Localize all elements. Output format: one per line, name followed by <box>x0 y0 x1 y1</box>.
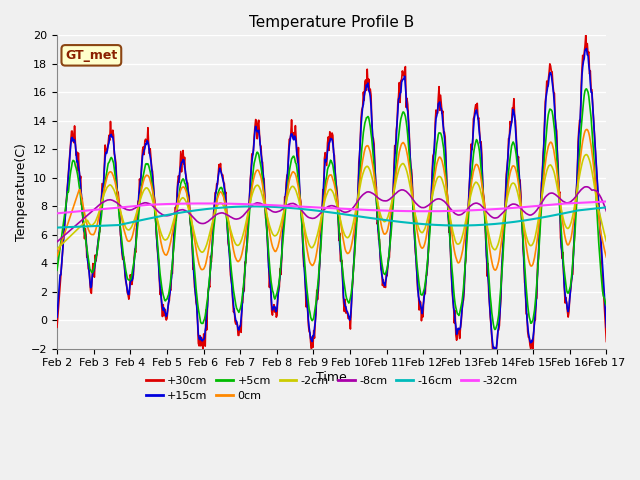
+5cm <box>63 194 71 200</box>
+15cm <box>53 314 61 320</box>
+5cm <box>602 302 610 308</box>
-2cm <box>602 239 610 244</box>
-8cm <box>204 218 212 224</box>
+30cm <box>415 307 423 313</box>
+30cm <box>399 72 407 78</box>
-32cm <box>53 210 61 216</box>
+30cm <box>63 190 71 196</box>
-16cm <box>53 225 61 230</box>
0cm <box>175 192 183 198</box>
-32cm <box>415 208 422 214</box>
+15cm <box>602 324 610 330</box>
-8cm <box>63 230 71 236</box>
-16cm <box>415 221 423 227</box>
-8cm <box>582 184 590 190</box>
0cm <box>63 224 71 229</box>
+15cm <box>175 174 183 180</box>
+15cm <box>415 293 422 299</box>
X-axis label: Time: Time <box>316 371 347 384</box>
+15cm <box>582 46 590 51</box>
+5cm <box>399 110 406 116</box>
-2cm <box>399 161 407 167</box>
-2cm <box>120 219 127 225</box>
0cm <box>53 253 61 259</box>
+30cm <box>120 253 127 259</box>
0cm <box>204 248 212 254</box>
-16cm <box>63 224 71 230</box>
-16cm <box>250 204 257 209</box>
+5cm <box>120 253 127 259</box>
+5cm <box>53 267 61 273</box>
+5cm <box>491 327 499 333</box>
Legend: +30cm, +15cm, +5cm, 0cm, -2cm, -8cm, -16cm, -32cm: +30cm, +15cm, +5cm, 0cm, -2cm, -8cm, -16… <box>141 372 522 406</box>
0cm <box>399 140 406 146</box>
-8cm <box>399 187 406 193</box>
+30cm <box>175 180 183 185</box>
+15cm <box>491 346 499 351</box>
Line: +5cm: +5cm <box>57 89 606 330</box>
0cm <box>602 254 610 260</box>
+15cm <box>63 192 71 198</box>
+5cm <box>415 275 422 281</box>
-8cm <box>120 205 127 211</box>
-16cm <box>175 210 183 216</box>
-2cm <box>63 237 71 242</box>
-8cm <box>175 207 183 213</box>
Line: +15cm: +15cm <box>57 48 606 348</box>
-2cm <box>582 152 590 157</box>
+30cm <box>53 324 61 330</box>
-32cm <box>204 201 212 206</box>
-8cm <box>415 203 422 208</box>
-32cm <box>63 210 71 216</box>
+30cm <box>199 346 207 351</box>
-16cm <box>204 206 212 212</box>
Line: -16cm: -16cm <box>57 206 606 228</box>
Title: Temperature Profile B: Temperature Profile B <box>249 15 414 30</box>
Line: -32cm: -32cm <box>57 202 606 213</box>
+15cm <box>204 288 212 294</box>
-16cm <box>602 204 610 210</box>
-32cm <box>602 199 610 204</box>
Line: -2cm: -2cm <box>57 155 606 252</box>
-2cm <box>175 200 183 205</box>
0cm <box>415 235 422 240</box>
Line: -8cm: -8cm <box>57 187 606 242</box>
+30cm <box>582 33 589 38</box>
-16cm <box>120 221 127 227</box>
+15cm <box>399 77 406 83</box>
0cm <box>492 267 499 273</box>
-8cm <box>53 239 61 245</box>
0cm <box>120 225 127 231</box>
+30cm <box>602 338 610 344</box>
-32cm <box>120 204 127 210</box>
Line: 0cm: 0cm <box>57 130 606 270</box>
+15cm <box>120 256 127 262</box>
-2cm <box>198 250 206 255</box>
Y-axis label: Temperature(C): Temperature(C) <box>15 143 28 241</box>
-2cm <box>205 233 213 239</box>
-2cm <box>53 246 61 252</box>
-32cm <box>175 201 183 206</box>
-16cm <box>399 219 407 225</box>
+5cm <box>582 86 590 92</box>
Text: GT_met: GT_met <box>65 49 118 62</box>
+30cm <box>205 282 213 288</box>
+5cm <box>175 192 183 197</box>
Line: +30cm: +30cm <box>57 36 606 348</box>
-32cm <box>399 208 406 214</box>
+5cm <box>204 288 212 293</box>
0cm <box>582 127 590 132</box>
-8cm <box>602 208 610 214</box>
-2cm <box>415 227 423 232</box>
